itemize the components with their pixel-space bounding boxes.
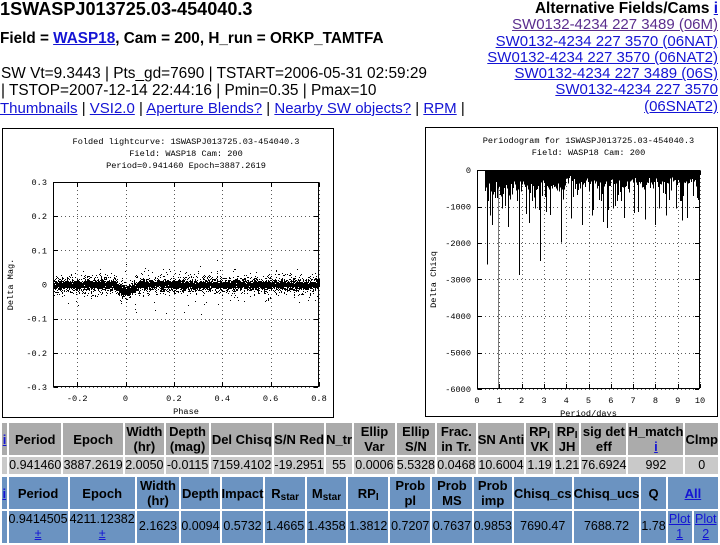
svg-text:0: 0 bbox=[123, 394, 128, 404]
svg-text:-0.2: -0.2 bbox=[67, 394, 88, 404]
svg-text:-5000: -5000 bbox=[445, 349, 471, 359]
svg-text:Period/days: Period/days bbox=[560, 409, 617, 417]
svg-text:0: 0 bbox=[466, 166, 471, 176]
svg-text:4: 4 bbox=[564, 396, 569, 406]
svg-text:Field: WASP18 Cam: 200: Field: WASP18 Cam: 200 bbox=[532, 148, 645, 158]
svg-text:Field: WASP18 Cam: 200: Field: WASP18 Cam: 200 bbox=[129, 149, 242, 159]
svg-text:Periodogram for 1SWASPJ013725.: Periodogram for 1SWASPJ013725.03-454040.… bbox=[483, 136, 694, 146]
svg-text:0: 0 bbox=[474, 396, 479, 406]
svg-text:2: 2 bbox=[519, 396, 524, 406]
svg-text:0.8: 0.8 bbox=[311, 394, 326, 404]
svg-text:Folded lightcurve: 1SWASPJ0137: Folded lightcurve: 1SWASPJ013725.03-4540… bbox=[73, 137, 300, 147]
svg-text:-3000: -3000 bbox=[445, 276, 471, 286]
svg-text:0.2: 0.2 bbox=[32, 212, 47, 222]
svg-text:0: 0 bbox=[42, 281, 47, 291]
svg-text:-0.3: -0.3 bbox=[26, 383, 47, 393]
svg-text:-0.1: -0.1 bbox=[26, 315, 47, 325]
svg-text:-1000: -1000 bbox=[445, 203, 471, 213]
svg-text:10: 10 bbox=[695, 396, 705, 406]
svg-text:0.4: 0.4 bbox=[215, 394, 230, 404]
svg-text:-6000: -6000 bbox=[445, 385, 471, 395]
svg-text:1: 1 bbox=[497, 396, 502, 406]
svg-text:0.1: 0.1 bbox=[32, 246, 47, 256]
svg-text:9: 9 bbox=[675, 396, 680, 406]
svg-text:0.2: 0.2 bbox=[166, 394, 181, 404]
svg-text:Delta Chisq: Delta Chisq bbox=[429, 251, 439, 308]
svg-text:-2000: -2000 bbox=[445, 239, 471, 249]
svg-text:5: 5 bbox=[586, 396, 591, 406]
svg-text:Phase: Phase bbox=[173, 407, 199, 417]
svg-text:6: 6 bbox=[608, 396, 613, 406]
svg-text:-4000: -4000 bbox=[445, 312, 471, 322]
svg-text:0.6: 0.6 bbox=[263, 394, 278, 404]
svg-text:0.3: 0.3 bbox=[32, 178, 47, 188]
svg-text:-0.2: -0.2 bbox=[26, 349, 47, 359]
svg-text:3: 3 bbox=[541, 396, 546, 406]
svg-text:Delta Mag.: Delta Mag. bbox=[6, 259, 16, 311]
svg-text:7: 7 bbox=[631, 396, 636, 406]
svg-text:Period=0.941460 Epoch=3887.261: Period=0.941460 Epoch=3887.2619 bbox=[106, 161, 266, 171]
svg-text:8: 8 bbox=[653, 396, 658, 406]
